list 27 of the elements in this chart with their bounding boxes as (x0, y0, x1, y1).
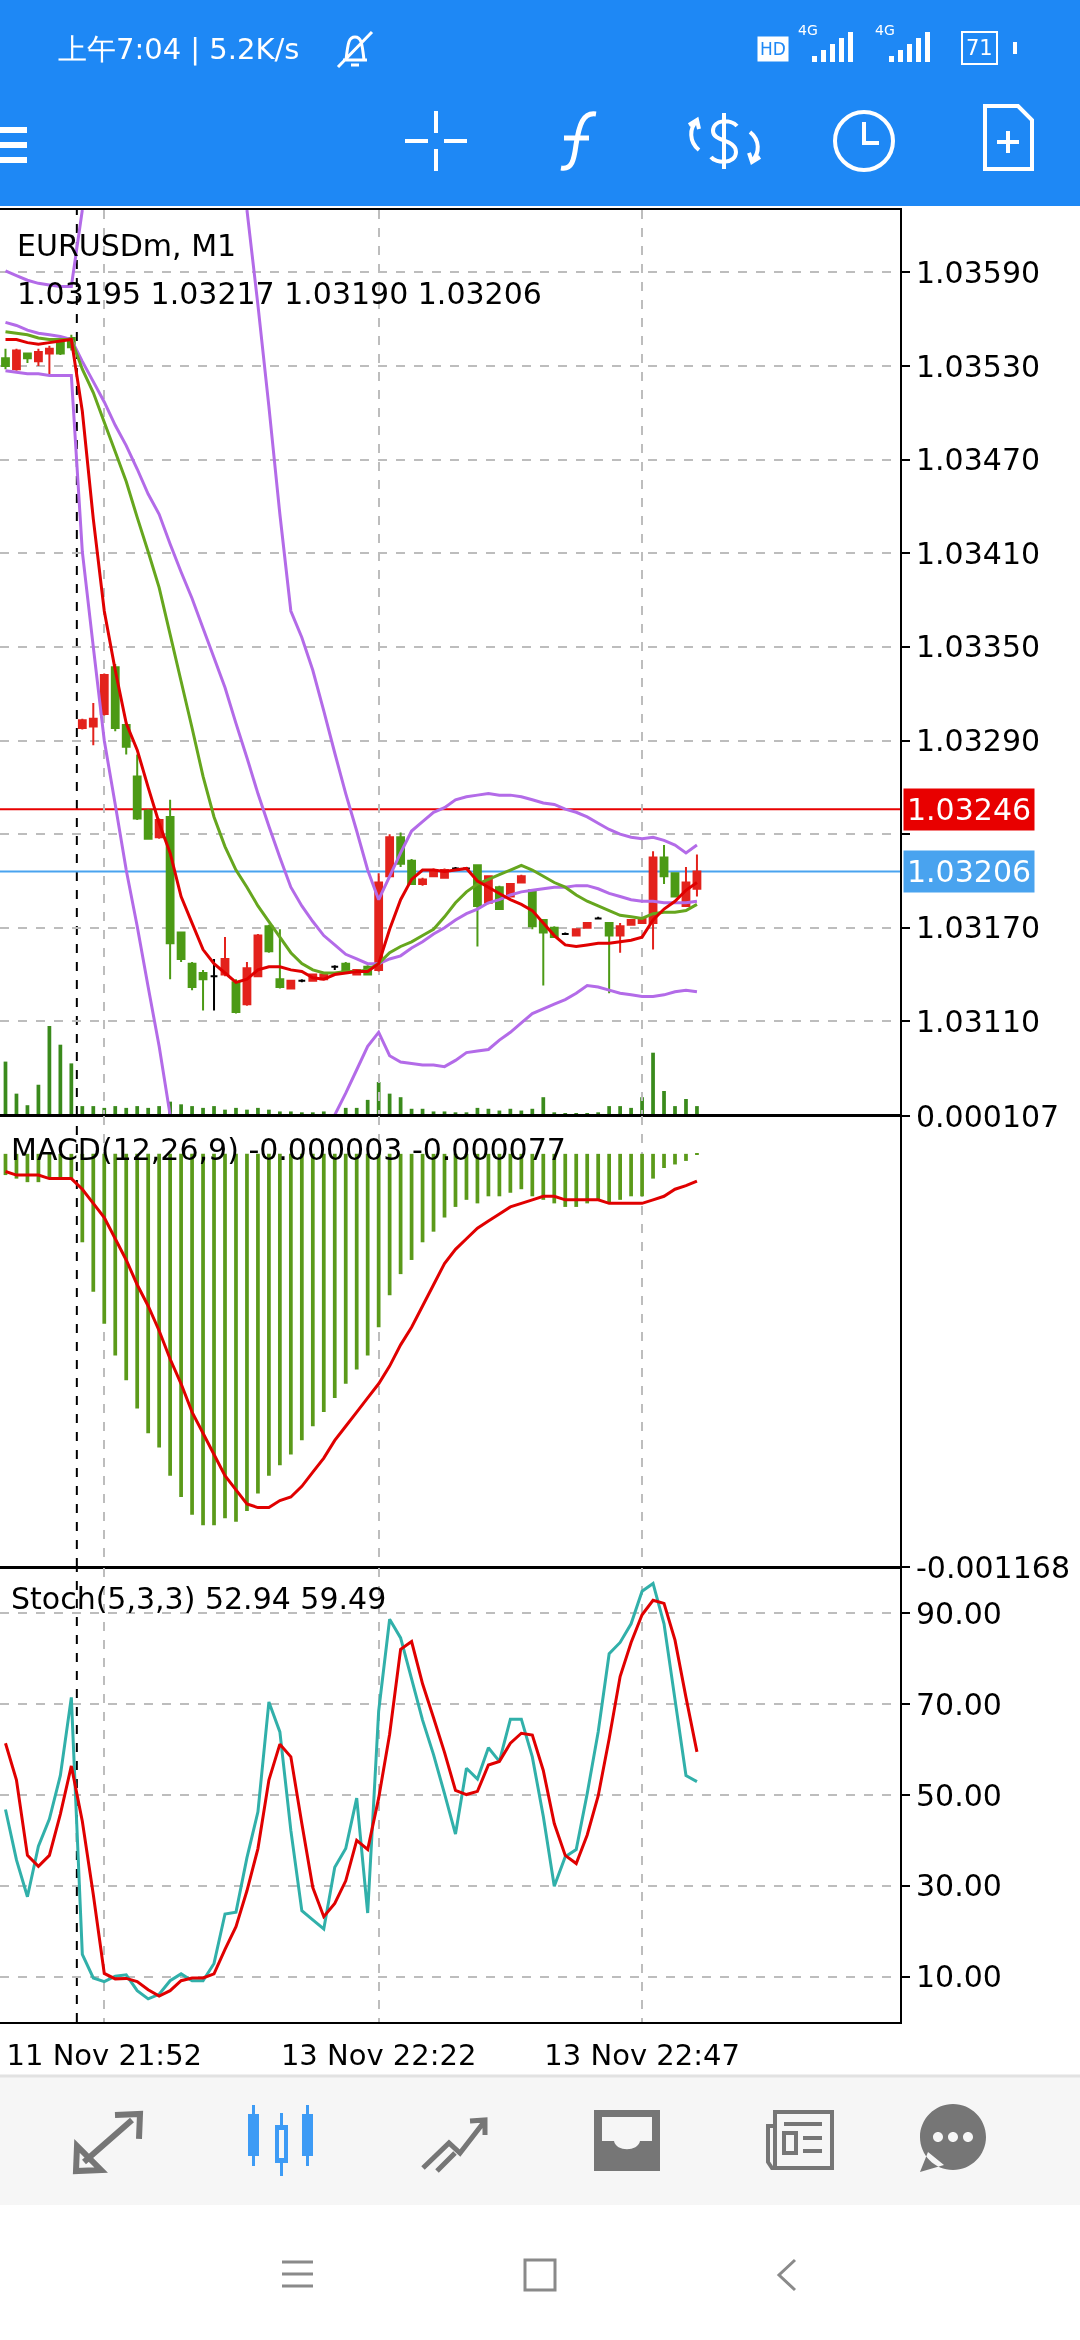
y-tick-label: 1.03410 (916, 535, 1041, 571)
y-tick-label: 0.000107 (916, 1098, 1060, 1134)
y-tick-label: 1.03110 (916, 1003, 1041, 1039)
text: 4G (798, 22, 818, 38)
y-tick-label: 1.03290 (916, 723, 1041, 759)
y-tick-label: -0.001168 (916, 1549, 1070, 1585)
y-tick-label: 50.00 (916, 1777, 1002, 1813)
y-tick-label: 1.03170 (916, 910, 1041, 946)
x-tick-label: 13 Nov 22:22 (280, 2037, 477, 2072)
y-tick-label: 1.03530 (916, 348, 1041, 384)
y-tick-label: 30.00 (916, 1868, 1002, 1904)
text: MACD(12,26,9) -0.000003 -0.000077 (11, 1132, 566, 1167)
ref-line-label: 1.03246 (907, 792, 1032, 827)
text: 4G (875, 22, 895, 38)
x-tick-label: 11 Nov 21:52 (6, 2037, 203, 2072)
x-tick-label: 13 Nov 22:47 (544, 2037, 740, 2072)
text: Stoch(5,3,3) 52.94 59.49 (11, 1581, 387, 1616)
y-tick-label: 10.00 (916, 1959, 1002, 1995)
y-tick-label: 1.03470 (916, 442, 1041, 478)
y-tick-label: 1.03590 (916, 254, 1041, 290)
text: HD (760, 39, 786, 59)
y-tick-label: 1.03350 (916, 629, 1041, 665)
text: 71 (966, 36, 993, 60)
y-tick-label: 90.00 (916, 1595, 1002, 1631)
ref-line-label: 1.03206 (907, 854, 1032, 889)
y-tick-label: 70.00 (916, 1686, 1002, 1722)
text: 上午7:04 | 5.2K/s (58, 32, 300, 66)
